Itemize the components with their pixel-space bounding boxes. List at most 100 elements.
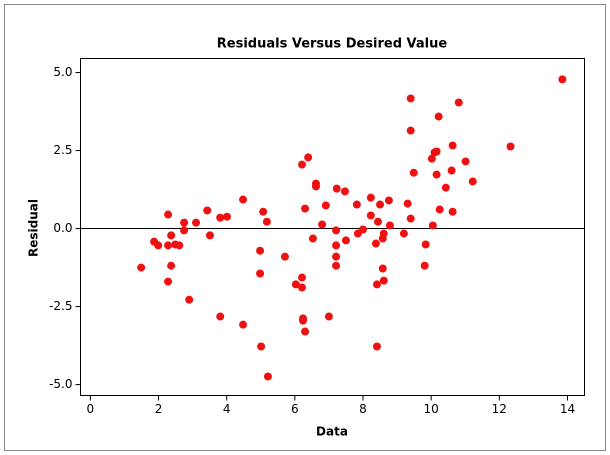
point	[301, 327, 310, 336]
point	[298, 273, 307, 282]
point	[324, 312, 333, 321]
point	[256, 269, 265, 278]
point	[180, 226, 189, 235]
point	[558, 75, 567, 84]
point	[164, 210, 173, 219]
point	[298, 283, 307, 292]
point	[311, 182, 320, 191]
point	[263, 372, 272, 381]
point	[180, 218, 189, 227]
point	[409, 168, 418, 177]
point	[216, 213, 225, 222]
point	[403, 199, 412, 208]
point	[205, 231, 214, 240]
point	[332, 226, 341, 235]
point	[332, 241, 341, 250]
point	[175, 241, 184, 250]
point	[301, 204, 310, 213]
point	[321, 201, 330, 210]
x-tick-label: 12	[492, 402, 507, 416]
point	[372, 280, 381, 289]
point	[291, 280, 300, 289]
point	[304, 153, 313, 162]
point	[167, 231, 176, 240]
point	[371, 239, 380, 248]
point	[223, 212, 232, 221]
point	[420, 261, 429, 270]
x-tick-label: 8	[359, 402, 367, 416]
point	[332, 261, 341, 270]
point	[341, 236, 350, 245]
point	[434, 112, 443, 121]
point	[332, 252, 341, 261]
x-tick-label: 10	[424, 402, 439, 416]
plot-area	[80, 58, 585, 396]
point	[192, 218, 201, 227]
point	[262, 217, 271, 226]
point	[432, 147, 441, 156]
y-tick-label: -2.5	[49, 299, 72, 313]
point	[435, 205, 444, 214]
point	[164, 241, 173, 250]
point	[167, 261, 176, 270]
x-tick-label: 6	[291, 402, 299, 416]
x-axis-title: Data	[316, 425, 348, 439]
point	[280, 252, 289, 261]
point	[461, 157, 470, 166]
y-tick-label: 0.0	[53, 221, 72, 235]
point	[137, 263, 146, 272]
point	[185, 295, 194, 304]
point	[239, 320, 248, 329]
point	[259, 207, 268, 216]
point	[448, 207, 457, 216]
point	[421, 240, 430, 249]
point	[299, 316, 308, 325]
point	[376, 200, 385, 209]
point	[468, 177, 477, 186]
y-tick-label: -5.0	[49, 377, 72, 391]
point	[447, 166, 456, 175]
point	[454, 98, 463, 107]
point	[432, 170, 441, 179]
point	[332, 184, 341, 193]
point	[352, 200, 361, 209]
point	[373, 217, 382, 226]
point	[384, 196, 393, 205]
point	[318, 220, 327, 229]
point	[379, 229, 388, 238]
y-axis-title: Residual	[27, 199, 41, 257]
point	[427, 154, 436, 163]
point	[203, 206, 212, 215]
point	[378, 264, 387, 273]
point	[379, 276, 388, 285]
y-tick-label: 2.5	[53, 143, 72, 157]
point	[340, 187, 349, 196]
point	[399, 229, 408, 238]
point	[256, 246, 265, 255]
point	[406, 126, 415, 135]
point	[164, 277, 173, 286]
point	[308, 234, 317, 243]
point	[298, 160, 307, 169]
point	[385, 221, 394, 230]
point	[406, 94, 415, 103]
point	[506, 142, 515, 151]
point	[154, 241, 163, 250]
x-tick-label: 0	[87, 402, 95, 416]
point	[448, 141, 457, 150]
chart-title: Residuals Versus Desired Value	[217, 37, 448, 52]
point	[366, 211, 375, 220]
point	[441, 183, 450, 192]
point	[358, 225, 367, 234]
point	[257, 342, 266, 351]
x-tick-label: 2	[155, 402, 163, 416]
x-tick-label: 14	[560, 402, 575, 416]
point	[216, 312, 225, 321]
point	[428, 221, 437, 230]
point	[366, 193, 375, 202]
point	[372, 342, 381, 351]
x-tick-label: 4	[223, 402, 231, 416]
point	[239, 195, 248, 204]
y-tick-label: 5.0	[53, 65, 72, 79]
